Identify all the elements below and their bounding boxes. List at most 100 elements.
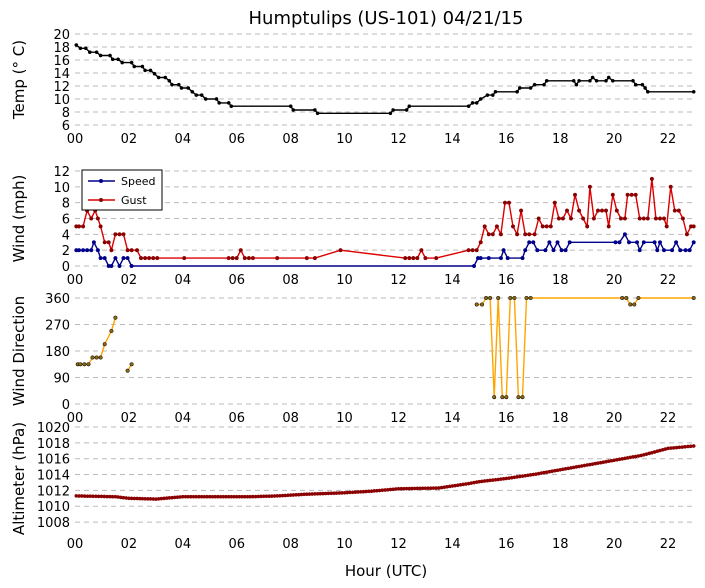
- x-tick-label: 10: [336, 537, 353, 552]
- data-point: [620, 295, 625, 301]
- data-point: [129, 362, 134, 367]
- data-point: [523, 232, 528, 237]
- data-point: [129, 248, 134, 253]
- data-point: [524, 295, 529, 301]
- data-point: [532, 82, 537, 87]
- data-point: [102, 240, 107, 245]
- x-tick-label: 00: [67, 132, 84, 147]
- data-point: [606, 224, 611, 229]
- y-tick-label: 20: [53, 28, 70, 43]
- x-tick-label: 18: [552, 132, 569, 147]
- data-point: [95, 248, 100, 253]
- data-point: [540, 224, 545, 229]
- data-point: [132, 64, 137, 69]
- data-point: [542, 82, 546, 87]
- x-tick-label: 06: [228, 537, 245, 552]
- data-point: [515, 232, 520, 237]
- x-tick-label: 06: [228, 132, 245, 147]
- data-point: [246, 256, 251, 261]
- data-point: [226, 256, 231, 261]
- data-point: [391, 108, 395, 112]
- data-point: [512, 295, 517, 301]
- data-point: [113, 315, 118, 320]
- data-point: [691, 240, 696, 245]
- data-point: [535, 248, 540, 253]
- data-point: [230, 256, 235, 261]
- x-tick-label: 20: [606, 537, 623, 552]
- y-tick-label: 90: [53, 372, 70, 387]
- data-point: [661, 216, 667, 221]
- data-point: [531, 240, 536, 245]
- data-point: [551, 248, 556, 253]
- series-gust: [74, 176, 696, 261]
- data-point: [543, 248, 548, 253]
- data-point: [523, 248, 528, 253]
- data-point: [108, 53, 112, 58]
- data-point: [129, 263, 134, 269]
- data-point: [496, 295, 501, 301]
- data-point: [610, 192, 615, 197]
- data-point: [508, 295, 513, 301]
- y-tick-label: 6: [62, 119, 70, 134]
- data-point: [217, 101, 222, 105]
- data-point: [498, 256, 503, 261]
- data-point: [691, 224, 696, 229]
- data-point: [313, 108, 317, 112]
- data-point: [563, 248, 568, 253]
- data-point: [81, 248, 86, 253]
- y-tick-label: 18: [53, 41, 70, 56]
- data-point: [466, 104, 471, 109]
- data-point: [81, 224, 86, 229]
- data-point: [637, 248, 642, 253]
- data-point: [486, 256, 491, 261]
- data-point: [86, 362, 91, 367]
- data-point: [641, 240, 646, 245]
- data-point: [182, 256, 187, 261]
- data-point: [572, 192, 578, 197]
- x-tick-label: 22: [660, 537, 677, 552]
- legend-label: Gust: [121, 194, 147, 207]
- data-point: [680, 216, 685, 221]
- data-point: [691, 89, 696, 94]
- x-tick-label: 12: [390, 132, 407, 147]
- data-point: [527, 240, 532, 245]
- x-tick-label: 16: [498, 132, 515, 147]
- data-point: [288, 104, 293, 109]
- x-tick-label: 04: [175, 411, 192, 426]
- data-point: [567, 240, 572, 245]
- data-point: [610, 78, 615, 83]
- data-point: [407, 256, 412, 261]
- data-point: [98, 256, 103, 261]
- data-point: [571, 78, 576, 83]
- y-tick-label: 0: [62, 260, 70, 275]
- data-point: [591, 216, 596, 221]
- y-tick-label: 1012: [37, 484, 70, 499]
- data-point: [94, 50, 99, 55]
- data-point: [140, 64, 145, 69]
- data-point: [486, 232, 491, 237]
- data-point: [125, 256, 130, 261]
- data-point: [577, 78, 581, 83]
- y-tick-label: 12: [53, 80, 70, 95]
- x-tick-label: 14: [444, 411, 461, 426]
- data-point: [691, 444, 696, 448]
- data-point: [516, 395, 521, 400]
- series-altimeter: [74, 444, 696, 501]
- data-point: [528, 295, 533, 301]
- data-point: [138, 256, 144, 261]
- data-point: [684, 232, 689, 237]
- x-tick-label: 04: [175, 132, 192, 147]
- data-point: [637, 216, 642, 221]
- data-point: [649, 176, 654, 181]
- data-point: [434, 256, 439, 261]
- data-point: [176, 82, 181, 87]
- data-point: [493, 89, 498, 94]
- y-tick-label: 16: [53, 54, 70, 69]
- data-point: [113, 256, 118, 261]
- data-point: [143, 68, 147, 73]
- data-point: [238, 248, 243, 253]
- x-tick-label: 14: [444, 537, 461, 552]
- data-point: [501, 248, 506, 253]
- data-point: [490, 93, 495, 97]
